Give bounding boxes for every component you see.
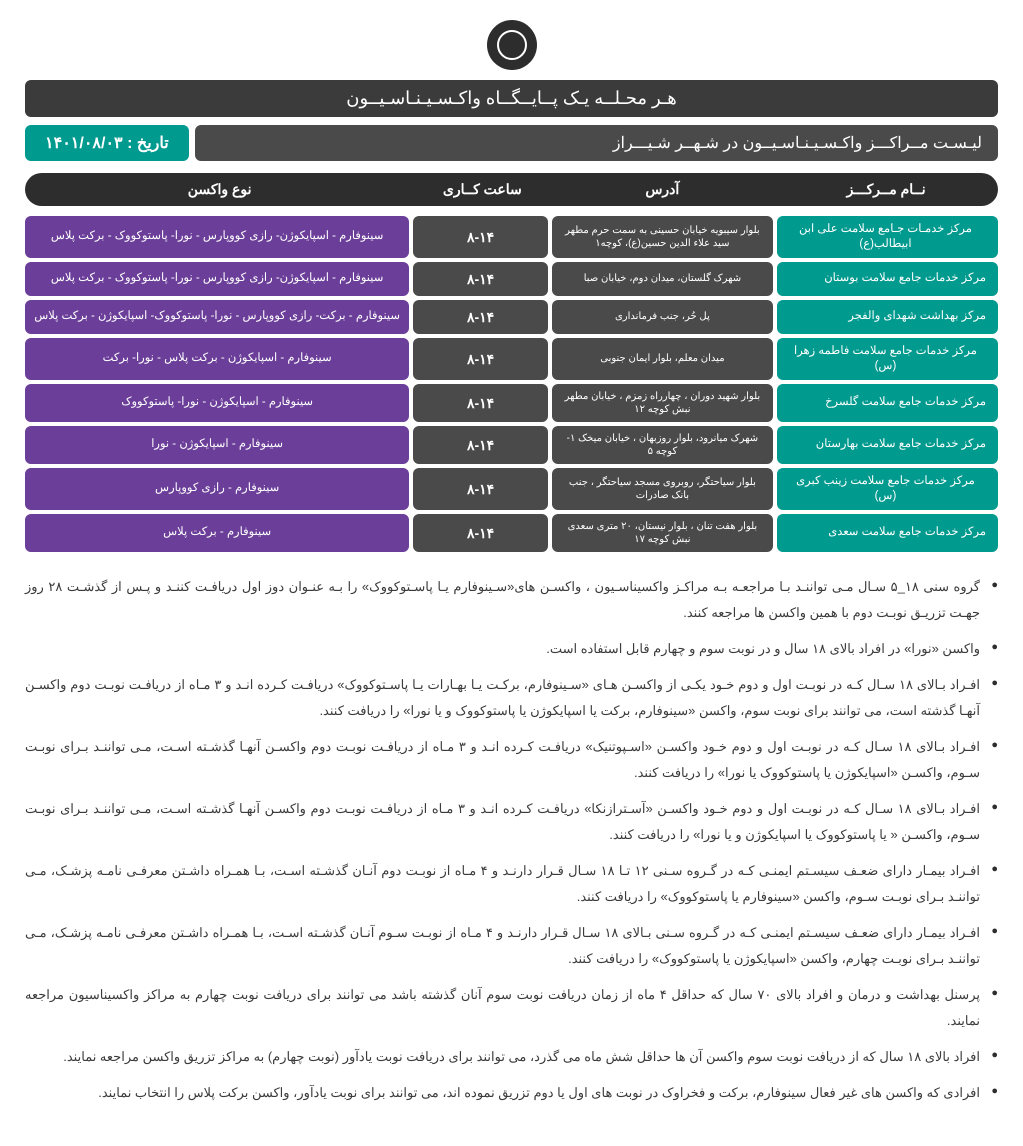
cell-vaccine: سینوفارم - برکت پلاس [25,514,409,552]
date-pill: تاریخ : ۱۴۰۱/۰۸/۰۳ [25,125,189,161]
table-row: مرکز خدمـات جـامع سلامت علی ابن ابیطالب(… [25,216,998,258]
note-item: افـراد بـالای ۱۸ سـال کـه در نوبـت اول و… [25,796,998,848]
org-logo-inner [497,30,527,60]
note-item: افراد بالای ۱۸ سال که از دریافت نوبت سوم… [25,1044,998,1070]
cell-center-name: مرکز خدمـات جـامع سلامت علی ابن ابیطالب(… [777,216,998,258]
cell-address: پل حُر، جنب فرمانداری [552,300,773,334]
col-header-address: آدرس [550,181,774,198]
note-item: افرادی که واکسن های غیر فعال سینوفارم، ب… [25,1080,998,1106]
cell-center-name: مرکز خدمات جامع سلامت فاطمه زهرا (س) [777,338,998,380]
cell-vaccine: سینوفارم - رازی کووپارس [25,468,409,510]
cell-hours: ۸-۱۴ [413,514,548,552]
main-title: هـر محـلــه یـک پــایــگــاه واکـسـیـنـا… [25,80,998,117]
cell-hours: ۸-۱۴ [413,216,548,258]
cell-vaccine: سینوفارم - برکت- رازی کووپارس - نورا- پا… [25,300,409,334]
cell-address: شهرک میانرود، بلوار روزبهان ، خیابان میخ… [552,426,773,464]
note-item: افـراد بیمـار دارای ضعـف سیسـتم ایمنـی ک… [25,920,998,972]
table-row: مرکز خدمات جامع سلامت فاطمه زهرا (س)میدا… [25,338,998,380]
note-item: افـراد بیمـار دارای ضعـف سیسـتم ایمنـی ک… [25,858,998,910]
cell-address: بلوار شهید دوران ، چهارراه زمزم ، خیابان… [552,384,773,422]
table-row: مرکز بهداشت شهدای والفجرپل حُر، جنب فرما… [25,300,998,334]
note-item: افـراد بـالای ۱۸ سـال کـه در نوبـت اول و… [25,734,998,786]
note-item: پرسنل بهداشت و درمان و افراد بالای ۷۰ سا… [25,982,998,1034]
table-row: مرکز خدمات جامع سلامت گلسرخبلوار شهید دو… [25,384,998,422]
table-row: مرکز خدمات جامع سلامت زینب کبری (س)بلوار… [25,468,998,510]
org-logo [487,20,537,70]
cell-hours: ۸-۱۴ [413,384,548,422]
subhead-row: لیـسـت مــراکـــز واکـسـیـنـاسـیــون در … [25,125,998,161]
page: هـر محـلــه یـک پــایــگــاه واکـسـیـنـا… [0,0,1023,1146]
cell-hours: ۸-۱۴ [413,468,548,510]
note-item: افـراد بـالای ۱۸ سـال کـه در نوبـت اول و… [25,672,998,724]
cell-center-name: مرکز خدمات جامع سلامت بوستان [777,262,998,296]
note-item: گروه سنی ۱۸_۵ سـال مـی تواننـد بـا مراجع… [25,574,998,626]
cell-address: بلوار هفت تنان ، بلوار نیستان، ۲۰ متری س… [552,514,773,552]
cell-center-name: مرکز خدمات جامع سلامت سعدی [777,514,998,552]
cell-vaccine: سینوفارم - اسپایکوژن- رازی کووپارس - نور… [25,262,409,296]
cell-vaccine: سینوفارم - اسپایکوژن - نورا [25,426,409,464]
col-header-vaccine: نوع واکسن [25,181,414,198]
cell-address: شهرک گلستان، میدان دوم، خیابان صبا [552,262,773,296]
cell-address: بلوار سیبویه خیابان حسینی به سمت حرم مطه… [552,216,773,258]
cell-center-name: مرکز خدمات جامع سلامت گلسرخ [777,384,998,422]
cell-hours: ۸-۱۴ [413,300,548,334]
notes-section: گروه سنی ۱۸_۵ سـال مـی تواننـد بـا مراجع… [25,574,998,1106]
table-row: مرکز خدمات جامع سلامت سعدیبلوار هفت تنان… [25,514,998,552]
cell-hours: ۸-۱۴ [413,426,548,464]
note-item: واکسن «نورا» در افراد بالای ۱۸ سال و در … [25,636,998,662]
col-header-hours: ساعت کــاری [414,181,550,198]
table-row: مرکز خدمات جامع سلامت بهارستانشهرک میانر… [25,426,998,464]
notes-list: گروه سنی ۱۸_۵ سـال مـی تواننـد بـا مراجع… [25,574,998,1106]
cell-hours: ۸-۱۴ [413,338,548,380]
table-header: نــام مــرکـــز آدرس ساعت کــاری نوع واک… [25,173,998,206]
col-header-name: نــام مــرکـــز [774,181,998,198]
cell-address: میدان معلم، بلوار ایمان جنوبی [552,338,773,380]
cell-hours: ۸-۱۴ [413,262,548,296]
cell-center-name: مرکز خدمات جامع سلامت بهارستان [777,426,998,464]
cell-address: بلوار سیاحتگر، روبروی مسجد سیاحتگر ، جنب… [552,468,773,510]
logo-wrap [25,20,998,70]
cell-center-name: مرکز خدمات جامع سلامت زینب کبری (س) [777,468,998,510]
cell-center-name: مرکز بهداشت شهدای والفجر [777,300,998,334]
cell-vaccine: سینوفارم - اسپایکوژن - برکت پلاس - نورا-… [25,338,409,380]
cell-vaccine: سینوفارم - اسپایکوژن - نورا- پاستوکووک [25,384,409,422]
cell-vaccine: سینوفارم - اسپایکوژن- رازی کووپارس - نور… [25,216,409,258]
list-title: لیـسـت مــراکـــز واکـسـیـنـاسـیــون در … [195,125,998,161]
table-body: مرکز خدمـات جـامع سلامت علی ابن ابیطالب(… [25,216,998,552]
table-row: مرکز خدمات جامع سلامت بوستانشهرک گلستان،… [25,262,998,296]
